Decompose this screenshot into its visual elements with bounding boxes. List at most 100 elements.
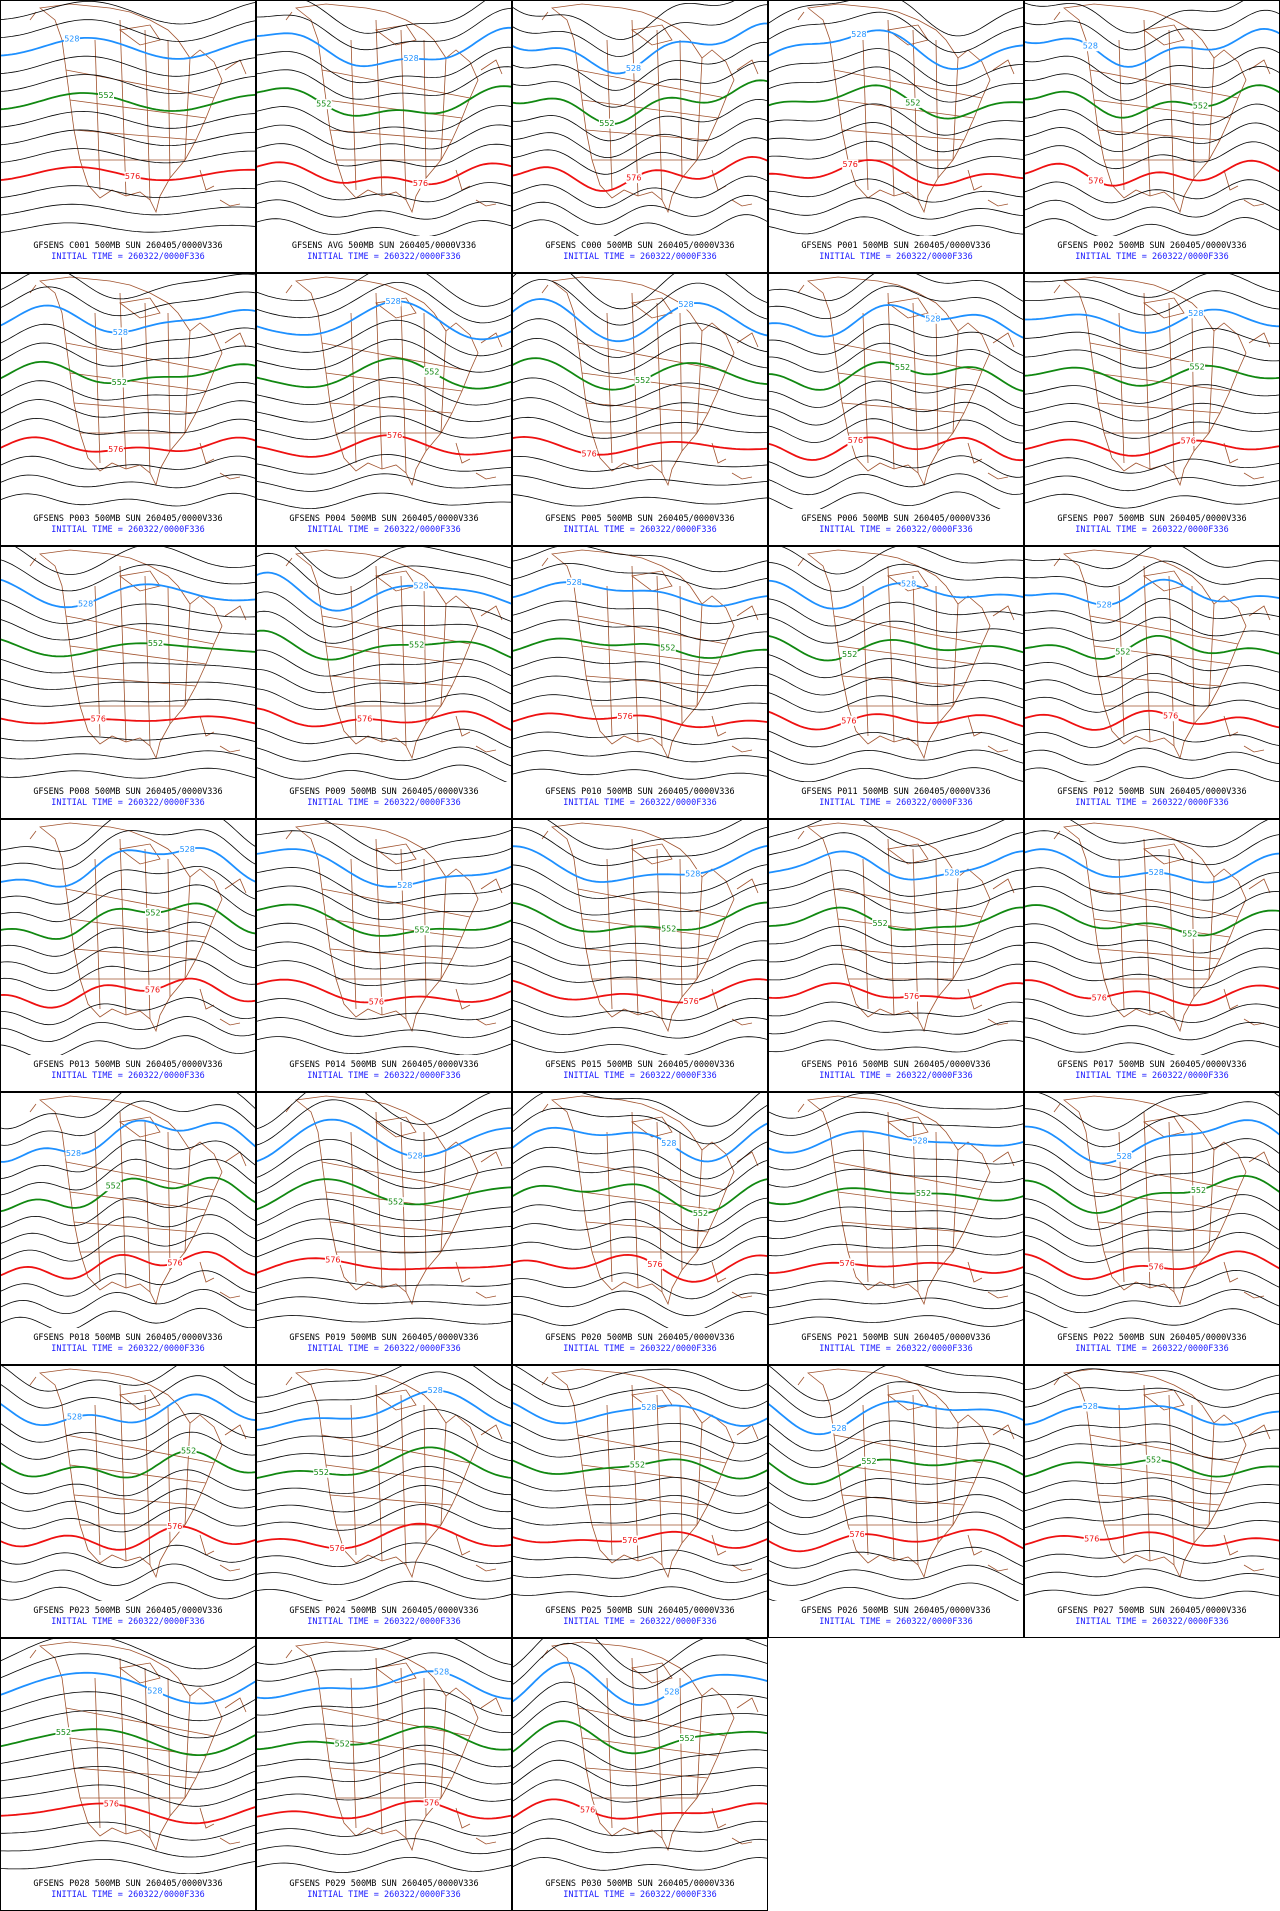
caption-line: INITIAL TIME = 260322/0000F336 — [1075, 252, 1229, 262]
caption-line: INITIAL TIME = 260322/0000F336 — [563, 1071, 717, 1081]
contour-line — [0, 1469, 256, 1497]
contour-line — [1024, 979, 1280, 1007]
contour-line — [0, 1288, 256, 1314]
contour-label-bg — [625, 63, 642, 74]
map-panel: 528 552 576 GFSENS P009 500MB SUN 260405/00… — [256, 546, 512, 819]
contour-line — [1024, 830, 1280, 866]
panel-frame — [0, 1092, 256, 1365]
contour-line — [256, 85, 512, 117]
contour-line — [256, 1158, 512, 1194]
contour-line — [1024, 1289, 1280, 1314]
contour-label-bg — [841, 649, 858, 660]
contour-line — [256, 1389, 512, 1431]
map-panel: 528 552 576 GFSENS AVG 500MB SUN 260405/000… — [256, 0, 512, 273]
contour-line — [768, 1546, 1024, 1569]
contour-line — [0, 678, 256, 690]
contour-label: 576 — [369, 997, 384, 1006]
contour-line — [1024, 384, 1280, 404]
contour-line — [512, 562, 768, 590]
contour-line — [0, 1582, 256, 1601]
contour-label: 576 — [617, 712, 632, 721]
contour-label-bg — [334, 1739, 351, 1750]
map-panel: 528 552 576 GFSENS P018 500MB SUN 260405/00… — [0, 1092, 256, 1365]
contour-label-bg — [1148, 1261, 1165, 1272]
contour-line — [256, 396, 512, 423]
contour-line — [768, 159, 1024, 187]
contour-line — [0, 1139, 256, 1179]
contour-label: 528 — [1188, 309, 1203, 318]
contour-line — [256, 1522, 512, 1550]
contour-line — [512, 1818, 768, 1836]
contour-line — [512, 60, 768, 108]
contour-line — [768, 819, 1008, 847]
panel-frame — [0, 546, 256, 819]
contour-label-bg — [368, 996, 385, 1007]
contour-line — [0, 203, 256, 216]
contour-label-bg — [640, 1402, 657, 1413]
contour-label-bg — [581, 448, 598, 459]
contour-line — [768, 730, 1024, 748]
contour-line — [768, 1400, 1024, 1436]
base-map — [29, 822, 247, 1032]
contour-line — [512, 731, 768, 745]
map-panel: 528 552 576 GFSENS P027 500MB SUN 260405/00… — [1024, 1365, 1280, 1638]
contour-line — [1024, 766, 1280, 782]
contour-line — [768, 1365, 1024, 1402]
contour-line — [256, 105, 512, 133]
contour-label: 528 — [831, 1424, 846, 1433]
caption-line: GFSENS P027 500MB SUN 260405/0000V336 — [1057, 1606, 1246, 1616]
contour-line — [0, 1784, 256, 1807]
contour-line — [1024, 0, 1246, 34]
contour-line — [256, 199, 512, 220]
contour-line — [768, 491, 1001, 509]
contour-line — [0, 1747, 256, 1773]
caption-line: GFSENS P021 500MB SUN 260405/0000V336 — [801, 1333, 990, 1343]
contour-line — [1024, 1368, 1280, 1391]
contour-line — [512, 137, 768, 175]
contour-line — [768, 1477, 1024, 1502]
caption-line: GFSENS P010 500MB SUN 260405/0000V336 — [545, 787, 734, 797]
contour-line — [768, 11, 1024, 53]
contour-label: 528 — [901, 579, 916, 588]
contour-label: 528 — [912, 1137, 927, 1146]
contour-line — [512, 337, 768, 374]
contour-line — [256, 610, 512, 644]
contour-label: 528 — [1117, 1152, 1132, 1161]
caption-bg — [513, 509, 767, 545]
contour-line — [1024, 438, 1280, 457]
contour-line — [512, 41, 768, 91]
contours — [0, 546, 256, 779]
contour-line — [256, 1542, 512, 1568]
contour-line — [0, 1431, 256, 1460]
caption-bg — [1, 1055, 255, 1091]
contour-label: 528 — [1149, 868, 1164, 877]
contours — [1024, 273, 1280, 509]
contour-line — [512, 921, 768, 949]
contour-label: 552 — [693, 1209, 708, 1218]
caption-line: INITIAL TIME = 260322/0000F336 — [1075, 1617, 1229, 1627]
contour-line — [768, 216, 1024, 236]
contour-label-bg — [386, 430, 403, 441]
contour-label-bg — [660, 1138, 677, 1149]
contour-label-bg — [903, 991, 920, 1002]
contour-line — [256, 1781, 512, 1802]
contour-line — [256, 1218, 512, 1242]
contour-line — [778, 546, 1024, 575]
contour-line — [0, 1035, 256, 1055]
contours — [0, 1638, 256, 1874]
contour-line — [0, 767, 256, 779]
caption-line: GFSENS C001 500MB SUN 260405/0000V336 — [33, 241, 222, 251]
contour-line — [512, 1159, 768, 1197]
contour-label: 576 — [626, 174, 641, 183]
caption-line: GFSENS P022 500MB SUN 260405/0000V336 — [1057, 1333, 1246, 1343]
caption-line: INITIAL TIME = 260322/0000F336 — [1075, 798, 1229, 808]
contour-label: 576 — [167, 1522, 182, 1531]
contour-line — [1024, 1101, 1280, 1148]
contour-line — [256, 727, 512, 749]
contour-label-bg — [1190, 1185, 1207, 1196]
contour-label: 576 — [424, 1798, 439, 1807]
contour-line — [1024, 1531, 1280, 1547]
caption-line: INITIAL TIME = 260322/0000F336 — [819, 1071, 973, 1081]
caption-bg — [1, 236, 255, 272]
contour-line — [512, 1495, 768, 1514]
